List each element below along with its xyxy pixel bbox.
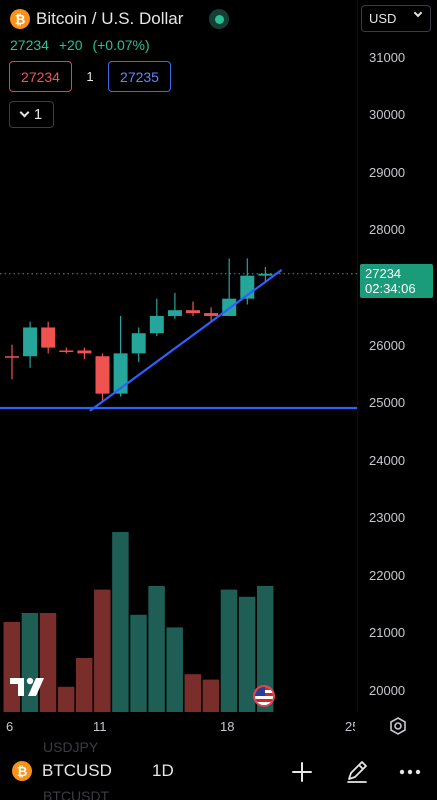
candle-body [204,313,219,316]
volume-bar [39,613,57,712]
candle-body [149,315,164,334]
market-status-icon[interactable] [209,9,229,29]
volume-bar [112,532,129,712]
time-label: 25 [345,719,355,734]
currency-select[interactable]: USD [361,5,431,32]
indicators-toggle-button[interactable]: 1 [9,101,54,128]
candle-body [95,356,110,394]
trade-buttons: 27234 1 27235 [9,61,171,92]
volume-bar [3,622,21,712]
bitcoin-logo-icon: ₿ [12,761,32,781]
chevron-down-icon [19,107,30,118]
chart-area[interactable] [0,0,357,712]
price-tick: 23000 [369,510,406,525]
volume-bar [94,589,111,712]
volume-bar [220,589,238,712]
time-label: 11 [93,719,107,734]
drawing-pen-icon[interactable] [344,758,370,784]
current-price-label: 27234 [365,266,402,281]
interval-selector[interactable]: 1D [152,761,174,780]
candle-body [23,327,38,357]
price-tick: 28000 [369,222,406,237]
symbol-selector[interactable]: BTCUSD [42,761,112,780]
trend-line [89,269,283,412]
price-tick: 25000 [369,395,406,410]
more-options-icon[interactable] [398,760,422,784]
price-tick: 31000 [369,50,406,65]
sell-button[interactable]: 27234 [9,61,72,92]
volume-bar [75,658,93,712]
price-tick: 24000 [369,453,406,468]
spread-value: 1 [86,69,94,84]
volume-bar [256,586,274,712]
price-tick: 30000 [369,107,406,122]
time-axis[interactable]: 6 11 18 25 [0,712,437,742]
price-tick: 20000 [369,683,406,698]
current-price-tag: 27234 02:34:06 [360,264,433,298]
bar-countdown: 02:34:06 [365,281,416,296]
volume-bar [184,674,202,712]
chart-header: ₿ Bitcoin / U.S. Dollar 27234 +20 (+0.07… [0,0,357,140]
volume-bar [148,586,165,712]
candle-body [5,356,19,358]
volume-bar [238,596,256,712]
price-tick: 21000 [369,625,406,640]
price-change-percent: (+0.07%) [92,37,150,53]
candle-body [186,310,200,314]
bottom-toolbar: ₿ BTCUSD 1D [0,748,437,800]
price-chart[interactable] [0,0,357,712]
price-tick: 22000 [369,568,406,583]
volume-bar [130,614,147,712]
last-price: 27234 [10,37,49,53]
bitcoin-logo-icon: ₿ [10,9,30,29]
candle-body [258,273,273,276]
price-summary: 27234 +20 (+0.07%) [10,37,156,53]
candle-body [113,353,128,394]
time-label: 6 [6,719,14,734]
volume-bar [202,679,220,712]
settings-icon[interactable] [388,716,408,736]
chevron-down-icon [413,8,423,18]
candle-body [167,310,182,316]
tradingview-logo-icon[interactable] [10,676,50,698]
plus-icon[interactable] [290,760,314,784]
price-tick: 26000 [369,338,406,353]
time-label: 18 [220,719,235,734]
symbol-title-row[interactable]: ₿ Bitcoin / U.S. Dollar [10,8,183,30]
background-symbol: USDJPY [43,739,99,755]
price-tick: 29000 [369,165,406,180]
us-flag-event-icon[interactable] [253,685,275,707]
candle-body [41,327,56,348]
symbol-title[interactable]: Bitcoin / U.S. Dollar [36,9,184,28]
volume-bar [166,627,183,712]
candle-body [77,350,92,354]
currency-value: USD [369,11,397,26]
candle-body [131,333,146,354]
buy-button[interactable]: 27235 [108,61,171,92]
price-change: +20 [58,37,83,53]
volume-bar [57,686,75,712]
background-symbol: BTCUSDT [43,788,110,800]
indicator-count: 1 [33,106,43,123]
candle-body [59,350,74,352]
